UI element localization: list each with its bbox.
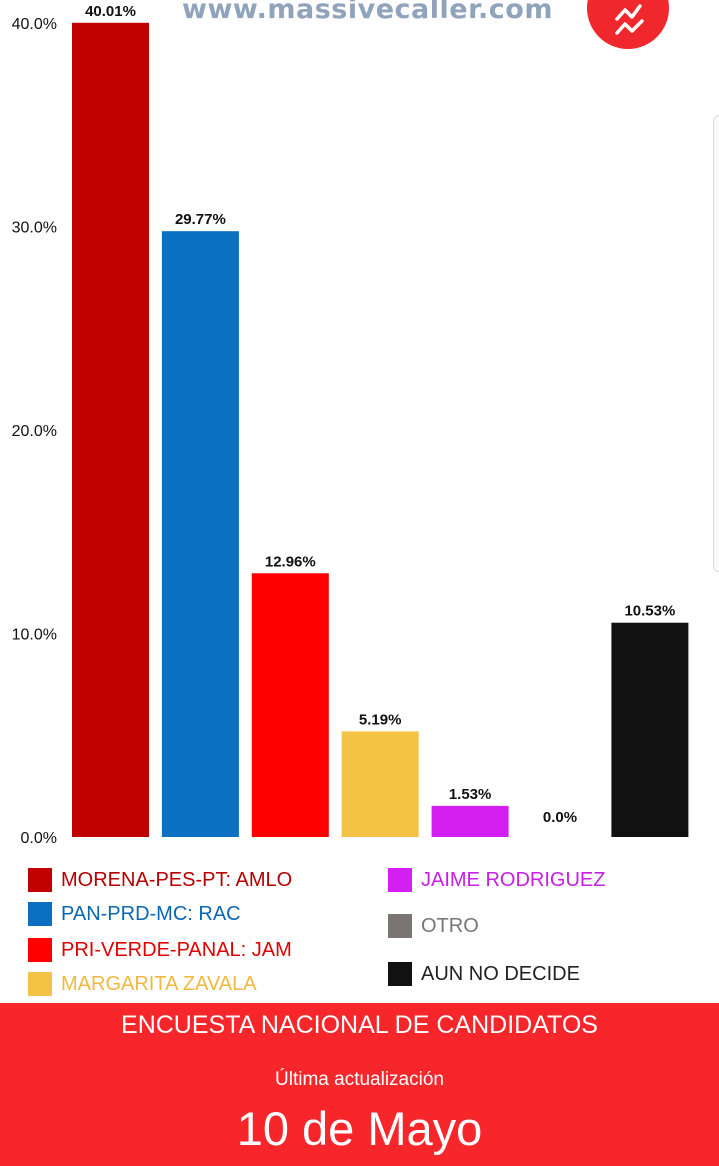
legend-item: AUN NO DECIDE: [388, 962, 580, 986]
legend-label: MORENA-PES-PT: AMLO: [61, 868, 293, 891]
logo-button[interactable]: [587, 0, 669, 49]
bar: [611, 622, 689, 837]
y-tick-label: 10.0%: [12, 627, 57, 644]
legend-label: PRI-VERDE-PANAL: JAM: [61, 938, 292, 961]
legend-item: JAIME RODRIGUEZ: [388, 868, 605, 892]
watermark-url: www.massivecaller.com: [182, 0, 553, 25]
legend-item: MARGARITA ZAVALA: [28, 972, 257, 996]
bar-value-label: 12.96%: [265, 553, 316, 570]
last-update-date: 10 de Mayo: [236, 1102, 483, 1155]
legend-label: PAN-PRD-MC: RAC: [61, 902, 241, 925]
legend-item: OTRO: [388, 914, 479, 938]
legend-label: OTRO: [421, 914, 479, 937]
bar-chart: 0.0% 10.0% 20.0% 30.0% 40.0% 40.01% 29.77% 12.9…: [12, 3, 689, 847]
legend-swatch: [28, 868, 52, 892]
bar: [72, 22, 149, 837]
banner-title: ENCUESTA NACIONAL DE CANDIDATOS: [121, 1011, 598, 1039]
legend-label: AUN NO DECIDE: [421, 962, 580, 985]
survey-banner: ENCUESTA NACIONAL DE CANDIDATOS Última a…: [0, 1003, 719, 1166]
bar-value-label: 40.01%: [85, 3, 136, 20]
bar-value-label: 10.53%: [624, 603, 675, 620]
y-tick-label: 0.0%: [21, 830, 57, 847]
bar-value-label: 0.0%: [543, 809, 577, 826]
legend-label: JAIME RODRIGUEZ: [421, 868, 606, 891]
legend-swatch: [388, 914, 412, 938]
trend-lines-icon: [615, 4, 644, 35]
bar-value-label: 5.19%: [359, 711, 402, 728]
legend-item: PRI-VERDE-PANAL: JAM: [28, 938, 292, 962]
legend-item: MORENA-PES-PT: AMLO: [28, 868, 292, 892]
bar: [431, 805, 509, 837]
legend-swatch: [388, 868, 412, 892]
legend-swatch: [28, 938, 52, 962]
legend-swatch: [28, 972, 52, 996]
legend-label: MARGARITA ZAVALA: [61, 972, 257, 995]
legend-swatch: [28, 902, 52, 926]
bar: [251, 573, 329, 837]
y-tick-label: 30.0%: [12, 220, 57, 237]
scroll-hint[interactable]: [713, 115, 719, 572]
bar-value-label: 1.53%: [449, 786, 492, 803]
bar-value-label: 29.77%: [175, 211, 226, 228]
last-update-label: Última actualización: [275, 1069, 444, 1090]
legend-item: PAN-PRD-MC: RAC: [28, 902, 241, 926]
y-tick-label: 20.0%: [12, 423, 57, 440]
bar: [161, 231, 239, 838]
y-tick-label: 40.0%: [12, 16, 57, 33]
bar: [341, 731, 419, 837]
legend-swatch: [388, 962, 412, 986]
